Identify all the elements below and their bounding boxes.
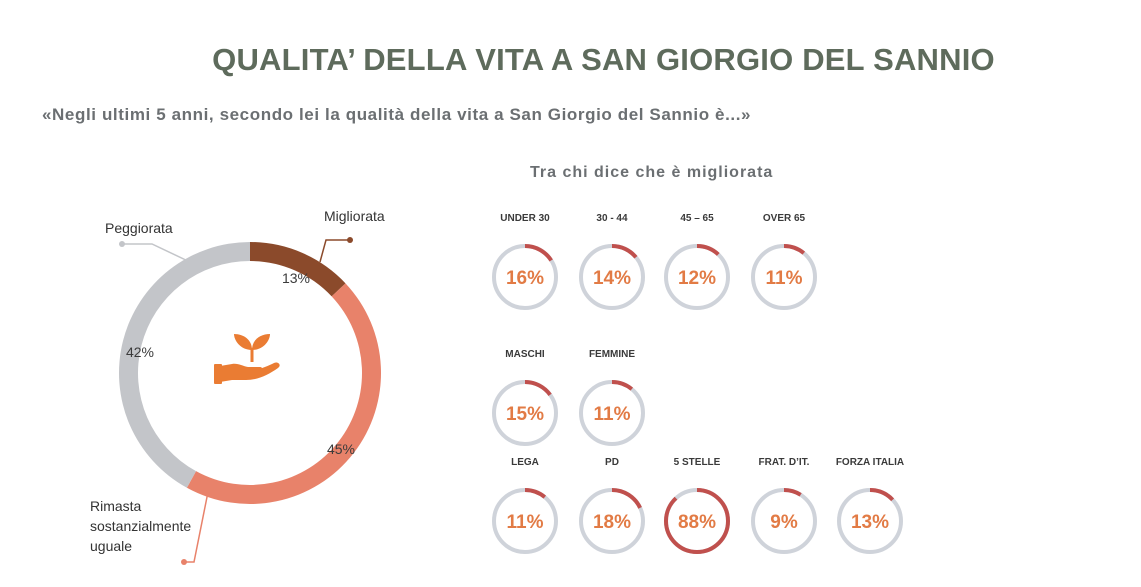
ring-item: FEMMINE 11%: [567, 348, 657, 446]
ring-value: 11%: [766, 268, 803, 289]
ring-fill-arc: [664, 244, 730, 310]
ring-item: FRAT. D’IT. 9%: [739, 456, 829, 554]
donut-slice-migliorata: [250, 242, 346, 297]
ring-label: 5 STELLE: [673, 457, 721, 468]
ring-label: PD: [605, 457, 619, 468]
ring-fill-arc: [751, 488, 817, 554]
rings-subtitle: Tra chi dice che è migliorata: [530, 164, 774, 181]
ring-value: 11%: [507, 512, 544, 533]
ring-gauge: 11%: [492, 488, 558, 554]
donut-slice-label: 45%: [327, 441, 355, 457]
donut-slice-label: 13%: [282, 270, 310, 286]
legend-leader-dot: [119, 241, 125, 247]
ring-fill-arc: [579, 244, 645, 310]
donut-chart: 13% 45% 42% Migliorata Rimasta sostanzialment…: [90, 208, 385, 565]
ring-label: FORZA ITALIA: [835, 457, 905, 468]
ring-value: 88%: [678, 512, 716, 533]
ring-label: MASCHI: [505, 349, 545, 360]
ring-fill-arc: [751, 244, 817, 310]
ring-gauge: 18%: [579, 488, 645, 554]
ring-item: FORZA ITALIA 13%: [825, 456, 915, 554]
ring-value: 11%: [594, 404, 631, 425]
ring-value: 12%: [678, 268, 716, 289]
donut-legend-label: sostanzialmente: [90, 518, 191, 534]
ring-item: 5 STELLE 88%: [652, 456, 742, 554]
donut-slice-label: 42%: [126, 344, 154, 360]
donut-legend-label: Migliorata: [324, 208, 385, 224]
ring-gauge: 13%: [837, 488, 903, 554]
legend-leader-line: [319, 239, 350, 263]
hand-plant-icon: [212, 330, 292, 395]
ring-gauge: 15%: [492, 380, 558, 446]
ring-gauge: 9%: [751, 488, 817, 554]
ring-item: 30 - 44 14%: [567, 212, 657, 310]
legend-leader-dot: [347, 237, 353, 243]
ring-gauge: 11%: [579, 380, 645, 446]
ring-item: OVER 65 11%: [739, 212, 829, 310]
ring-label: FRAT. D’IT.: [758, 457, 810, 468]
ring-fill-arc: [579, 488, 645, 554]
legend-leader-line: [184, 491, 209, 563]
ring-gauge: 16%: [492, 244, 558, 310]
ring-label: 30 - 44: [596, 213, 628, 224]
ring-item: MASCHI 15%: [480, 348, 570, 446]
survey-question: «Negli ultimi 5 anni, secondo lei la qua…: [42, 105, 752, 124]
ring-label: UNDER 30: [500, 213, 550, 224]
page-title: QUALITA’ DELLA VITA A SAN GIORGIO DEL SA…: [212, 42, 995, 77]
ring-item: 45 – 65 12%: [652, 212, 742, 310]
ring-value: 9%: [770, 512, 798, 533]
ring-value: 14%: [593, 268, 631, 289]
ring-value: 13%: [851, 512, 889, 533]
ring-fill-arc: [492, 380, 558, 446]
ring-value: 18%: [593, 512, 631, 533]
ring-gauge: 11%: [751, 244, 817, 310]
ring-value: 15%: [506, 404, 544, 425]
ring-fill-arc: [492, 244, 558, 310]
ring-item: PD 18%: [567, 456, 657, 554]
legend-leader-line: [122, 243, 191, 263]
donut-legend-label: Peggiorata: [105, 220, 173, 236]
ring-item: UNDER 30 16%: [480, 212, 570, 310]
ring-fill-arc: [664, 488, 730, 554]
ring-fill-arc: [492, 488, 558, 554]
donut-slice-rimasta: [186, 283, 381, 504]
ring-gauge: 14%: [579, 244, 645, 310]
donut-legend-label: uguale: [90, 538, 132, 554]
ring-label: OVER 65: [762, 213, 806, 224]
ring-label: 45 – 65: [680, 213, 714, 224]
legend-leader-dot: [181, 559, 187, 565]
ring-item: LEGA 11%: [480, 456, 570, 554]
donut-legend-label: Rimasta: [90, 498, 142, 514]
ring-fill-arc: [579, 380, 645, 446]
ring-gauge: 12%: [664, 244, 730, 310]
ring-label: FEMMINE: [588, 349, 636, 360]
ring-fill-arc: [837, 488, 903, 554]
ring-gauge: 88%: [664, 488, 730, 554]
ring-label: LEGA: [511, 457, 539, 468]
donut-slice-peggiorata: [119, 242, 250, 488]
ring-value: 16%: [506, 268, 544, 289]
